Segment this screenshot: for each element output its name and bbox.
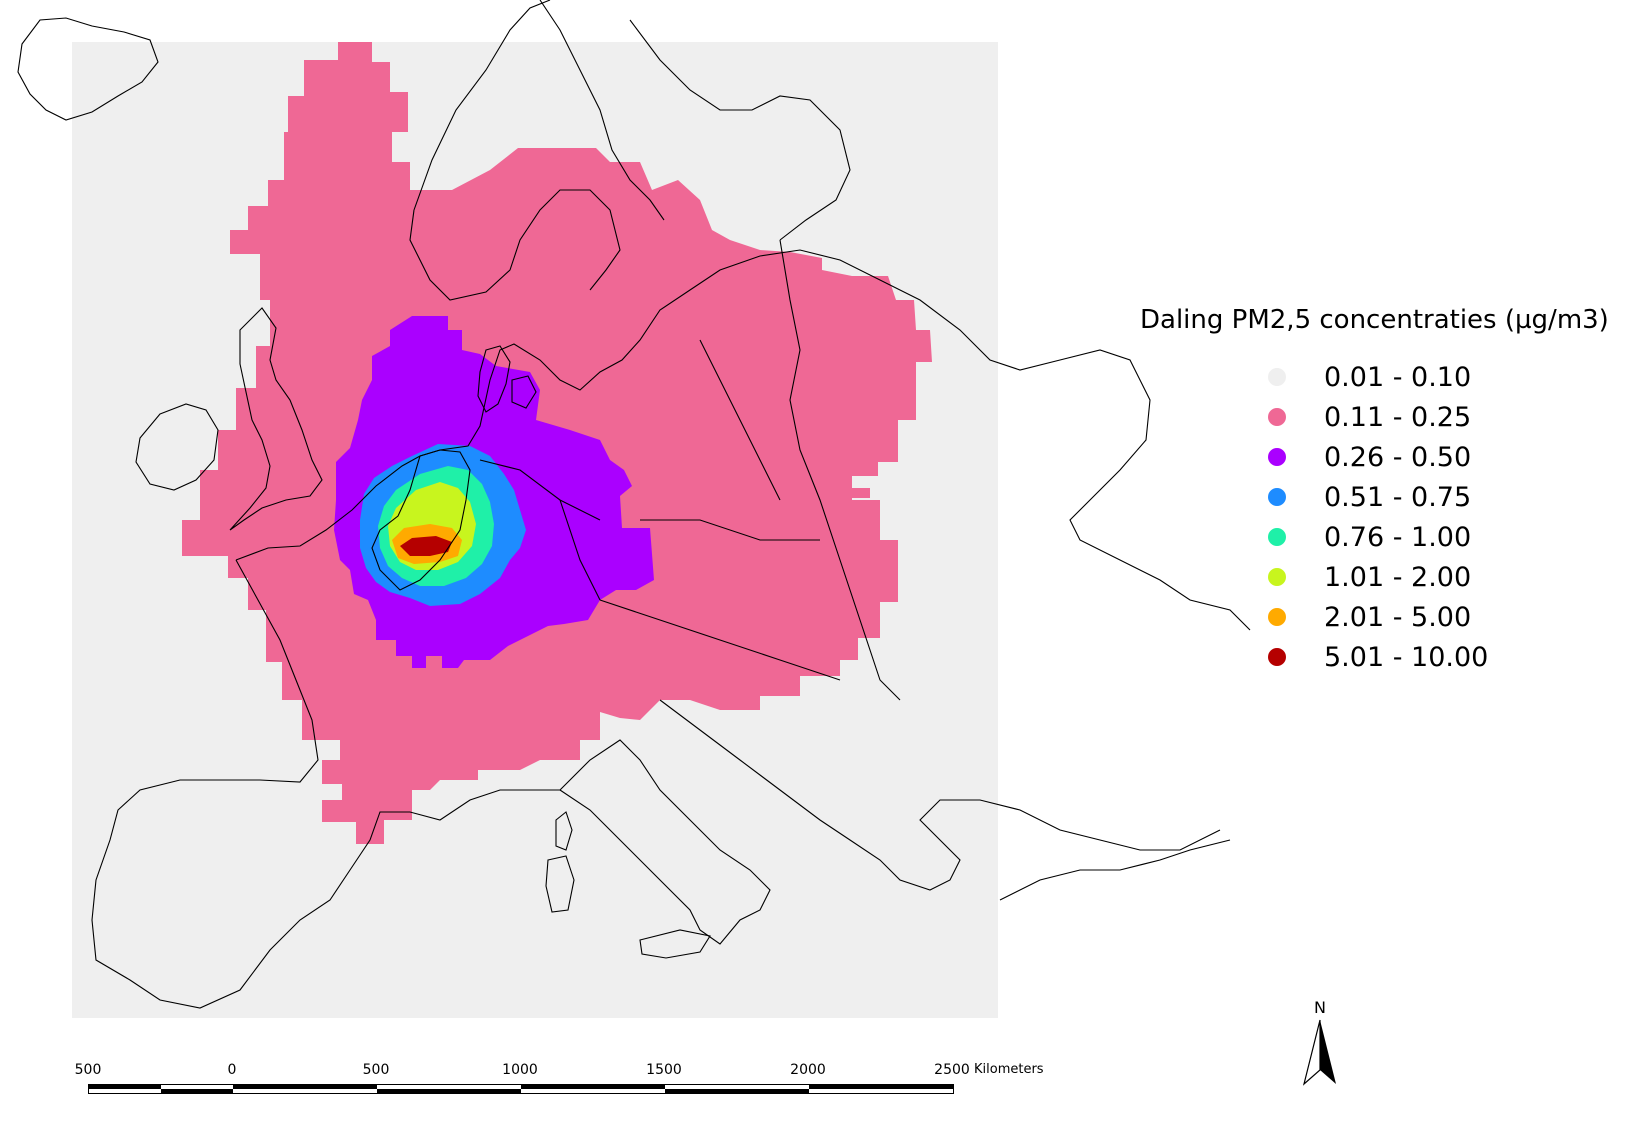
scale-bar-segment [377, 1089, 521, 1093]
legend-swatch [1268, 648, 1286, 666]
legend-item: 0.01 - 0.10 [1268, 357, 1610, 397]
legend-label: 1.01 - 2.00 [1324, 561, 1472, 593]
legend-label: 0.01 - 0.10 [1324, 361, 1472, 393]
scale-bar-segment [233, 1085, 377, 1089]
scale-bar-unit: Kilometers [974, 1062, 1044, 1077]
scale-bar-graphic [88, 1084, 954, 1094]
legend-title: Daling PM2,5 concentraties (µg/m3) [1140, 305, 1609, 335]
legend-class-list: 0.01 - 0.10 0.11 - 0.25 0.26 - 0.50 0.51 - … [1140, 357, 1610, 677]
legend-swatch [1268, 528, 1286, 546]
scale-bar: 500 0 500 1000 1500 2000 2500 Kilometers [70, 1062, 1070, 1112]
north-arrow-icon [1302, 1019, 1336, 1086]
legend-swatch [1268, 608, 1286, 626]
scale-bar-tick: 500 [74, 1062, 102, 1078]
scale-bar-tick: 1000 [502, 1062, 538, 1078]
legend-item: 5.01 - 10.00 [1268, 637, 1610, 677]
legend-item: 1.01 - 2.00 [1268, 557, 1610, 597]
legend-label: 5.01 - 10.00 [1324, 641, 1489, 673]
legend-swatch [1268, 448, 1286, 466]
legend-swatch [1268, 368, 1286, 386]
legend-swatch [1268, 568, 1286, 586]
scale-bar-segment [809, 1085, 953, 1089]
scale-bar-segment [89, 1085, 161, 1089]
north-arrow: N [1300, 998, 1340, 1088]
legend-item: 0.51 - 0.75 [1268, 477, 1610, 517]
scale-bar-tick: 1500 [646, 1062, 682, 1078]
legend-label: 0.76 - 1.00 [1324, 521, 1472, 553]
scale-bar-tick: 0 [227, 1062, 237, 1078]
legend-item: 0.76 - 1.00 [1268, 517, 1610, 557]
legend-swatch [1268, 408, 1286, 426]
scale-bar-tick: 2500 [934, 1062, 970, 1078]
legend-item: 0.26 - 0.50 [1268, 437, 1610, 477]
legend-label: 0.51 - 0.75 [1324, 481, 1472, 513]
concentration-zone-5.01-10.00 [400, 536, 452, 556]
north-label: N [1314, 998, 1326, 1017]
scale-bar-tick: 500 [362, 1062, 390, 1078]
legend-item: 0.11 - 0.25 [1268, 397, 1610, 437]
legend-label: 0.11 - 0.25 [1324, 401, 1472, 433]
legend-item: 2.01 - 5.00 [1268, 597, 1610, 637]
scale-bar-segment [161, 1089, 233, 1093]
legend-label: 0.26 - 0.50 [1324, 441, 1472, 473]
legend-swatch [1268, 488, 1286, 506]
legend-label: 2.01 - 5.00 [1324, 601, 1472, 633]
scale-bar-tick: 2000 [790, 1062, 826, 1078]
scale-bar-segment [521, 1085, 665, 1089]
scale-bar-segment [665, 1089, 809, 1093]
legend: Daling PM2,5 concentraties (µg/m3) 0.01 … [1140, 305, 1610, 677]
country-outlines [17, 0, 1251, 1009]
